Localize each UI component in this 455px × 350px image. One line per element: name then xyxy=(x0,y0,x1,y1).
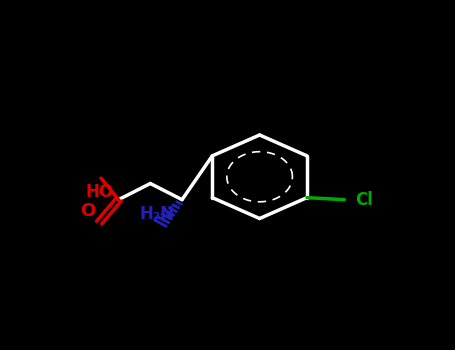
Text: H₂N: H₂N xyxy=(140,204,175,223)
Text: HO: HO xyxy=(85,183,113,201)
Text: O: O xyxy=(80,202,95,220)
Text: Cl: Cl xyxy=(355,191,373,209)
